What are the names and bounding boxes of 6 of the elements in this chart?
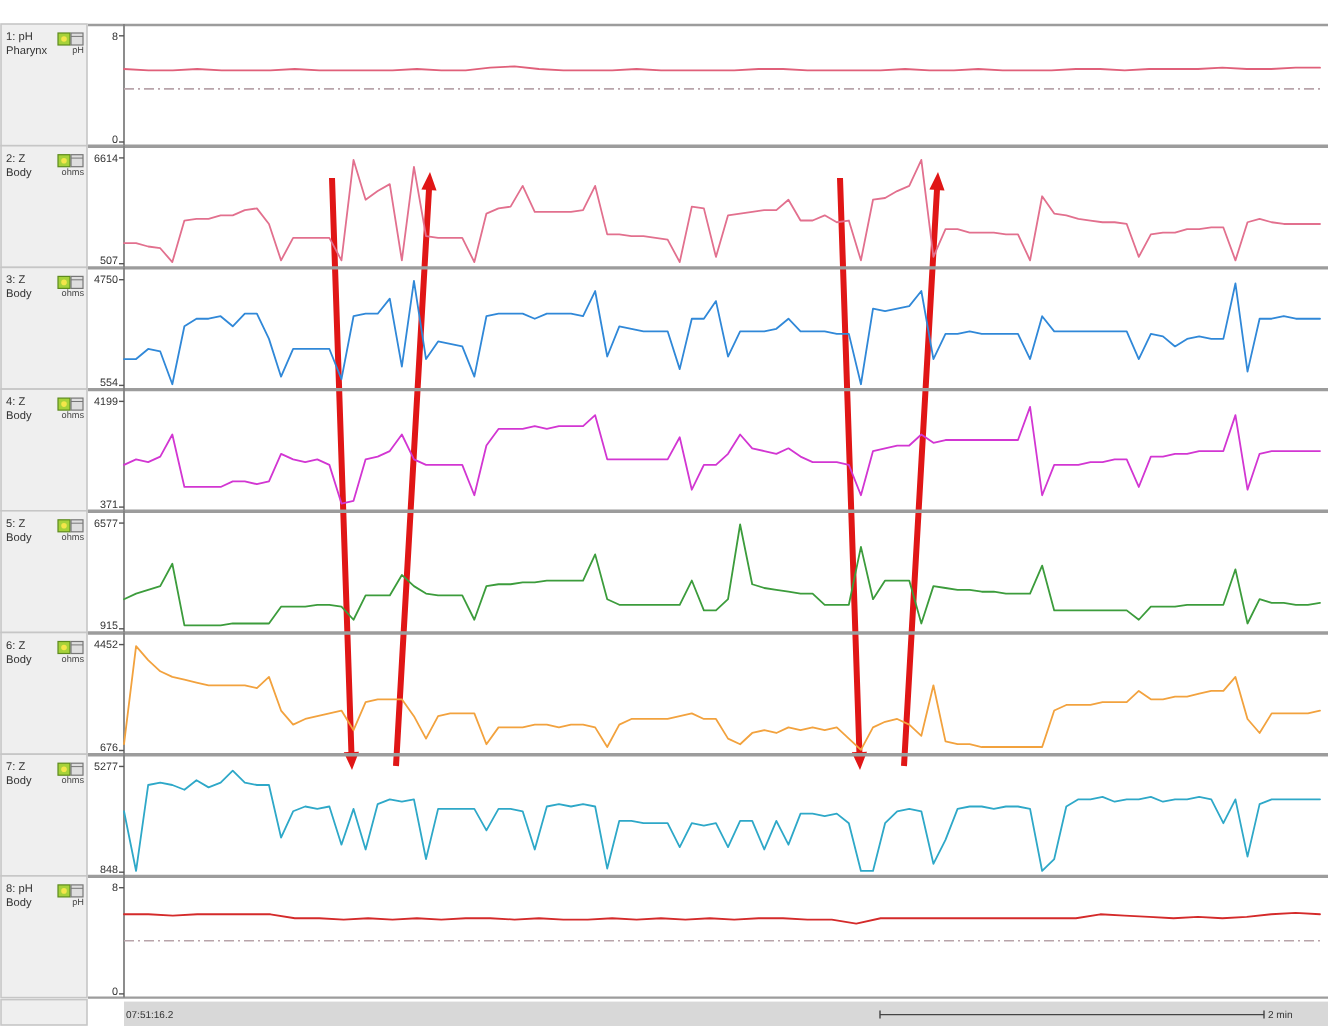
line-series xyxy=(123,769,1321,872)
line-series xyxy=(123,523,1321,627)
line-series xyxy=(123,280,1321,386)
line-series xyxy=(123,158,1321,263)
line-series xyxy=(123,405,1321,505)
line-series xyxy=(123,645,1321,751)
